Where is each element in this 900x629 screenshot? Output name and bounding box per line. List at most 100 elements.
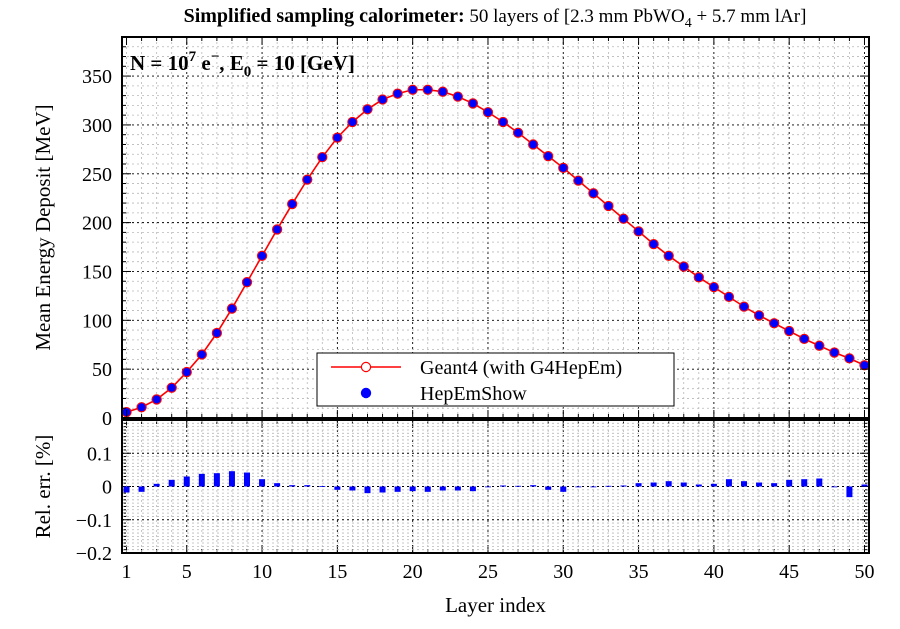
point-hepemshow <box>182 367 192 377</box>
point-hepemshow <box>257 251 267 261</box>
point-geant4 <box>287 198 298 210</box>
point-hepemshow <box>197 349 207 360</box>
point-geant4 <box>753 310 765 321</box>
point-geant4 <box>814 340 825 351</box>
point-hepemshow <box>347 117 358 127</box>
tick-label-x: 30 <box>553 561 573 583</box>
point-hepemshow <box>739 302 749 312</box>
tick-label-x: 15 <box>327 561 347 583</box>
point-hepemshow <box>859 360 870 370</box>
point-geant4 <box>708 281 720 293</box>
bar-relative-error <box>334 486 341 490</box>
point-hepemshow <box>754 310 764 321</box>
tick-label-x: 35 <box>629 561 649 583</box>
point-hepemshow <box>543 151 553 161</box>
y-axis-title-bottom: Rel. err. [%] <box>31 435 55 539</box>
legend-box <box>316 352 675 407</box>
bar-relative-error <box>259 479 266 487</box>
point-hepemshow <box>603 201 614 211</box>
bar-relative-error <box>545 486 552 490</box>
tick-label-x: 1 <box>122 561 132 583</box>
legend-marker-hepemshow <box>360 387 372 399</box>
point-geant4 <box>392 88 403 99</box>
point-geant4 <box>347 116 358 128</box>
point-geant4 <box>543 151 554 162</box>
bar-relative-error <box>710 483 717 487</box>
point-geant4 <box>302 174 313 185</box>
annotation-sup: 7 <box>189 49 197 65</box>
tick-label-y: 200 <box>82 213 112 235</box>
point-hepemshow <box>408 85 418 95</box>
bar-relative-error <box>861 484 868 487</box>
bar-relative-error <box>846 486 853 498</box>
legend-marker-geant4 <box>360 361 372 373</box>
annotation-part-2: e <box>196 51 211 75</box>
tick-label-y: 150 <box>82 261 112 283</box>
bar-relative-error <box>424 486 431 492</box>
point-geant4 <box>256 250 268 261</box>
bar-relative-error <box>816 478 823 487</box>
legend-label-hepemshow: HepEmShow <box>420 383 527 405</box>
chart-title: Simplified sampling calorimeter: 50 laye… <box>184 5 807 31</box>
tick-label-y: −0.2 <box>76 543 112 565</box>
tick-label-y: 250 <box>82 164 112 186</box>
chart-title-bold: Simplified sampling calorimeter: <box>184 5 465 27</box>
bar-relative-error <box>454 486 461 491</box>
point-geant4 <box>723 291 735 303</box>
tick-label-y: 100 <box>82 310 112 332</box>
tick-label-y: 300 <box>82 115 112 137</box>
tick-label-x: 45 <box>779 561 799 583</box>
chart-title-text: 50 layers of [2.3 mm PbWO <box>465 6 685 27</box>
bar-relative-error <box>695 484 702 487</box>
bar-relative-error <box>289 485 296 487</box>
point-hepemshow <box>814 341 824 351</box>
point-geant4 <box>196 349 207 360</box>
point-geant4 <box>768 318 780 329</box>
point-geant4 <box>136 402 147 413</box>
point-geant4 <box>271 224 283 235</box>
point-hepemshow <box>468 98 478 109</box>
legend: Geant4 (with G4HepEm) HepEmShow <box>316 352 675 407</box>
point-hepemshow <box>498 117 508 127</box>
point-hepemshow <box>694 272 704 282</box>
bar-relative-error <box>650 482 657 487</box>
point-geant4 <box>151 394 162 405</box>
point-geant4 <box>799 333 810 345</box>
point-geant4 <box>467 98 479 109</box>
point-hepemshow <box>227 303 237 314</box>
point-geant4 <box>573 175 584 186</box>
bar-relative-error <box>620 485 627 487</box>
point-hepemshow <box>679 261 689 272</box>
point-geant4 <box>512 127 524 138</box>
bar-relative-error <box>756 482 763 487</box>
tick-label-y: 350 <box>82 66 112 88</box>
point-geant4 <box>738 301 750 312</box>
point-geant4 <box>497 116 509 128</box>
annotation-sub: 0 <box>244 64 252 80</box>
annotation-part-4: = 10 [GeV] <box>251 51 355 75</box>
point-geant4 <box>618 213 629 224</box>
point-hepemshow <box>272 224 282 235</box>
bar-relative-error <box>349 486 356 491</box>
point-hepemshow <box>784 326 794 336</box>
chart-annotation: N = 107 e−, E0 = 10 [GeV] <box>130 49 355 80</box>
annotation-part-1: N = 10 <box>130 51 189 75</box>
bar-relative-error <box>635 483 642 487</box>
bar-relative-error <box>590 486 597 488</box>
tick-label-y: 0 <box>102 408 112 430</box>
annotation-part-3: , E <box>219 51 244 75</box>
point-hepemshow <box>588 188 598 198</box>
point-geant4 <box>422 84 433 95</box>
tick-label-x: 40 <box>704 561 724 583</box>
point-geant4 <box>377 94 388 105</box>
tick-label-y: 0 <box>102 477 112 499</box>
bar-relative-error <box>123 486 130 493</box>
point-hepemshow <box>302 175 312 185</box>
bar-relative-error <box>409 486 416 492</box>
bar-relative-error <box>168 479 175 487</box>
tick-label-y: 0.1 <box>87 443 112 465</box>
point-hepemshow <box>317 152 327 162</box>
top-panel: 0 50 100 150 200 250 300 350 Mean Energy Deposit… <box>31 36 870 554</box>
bar-relative-error <box>680 482 687 487</box>
top-panel-frame <box>121 36 870 419</box>
